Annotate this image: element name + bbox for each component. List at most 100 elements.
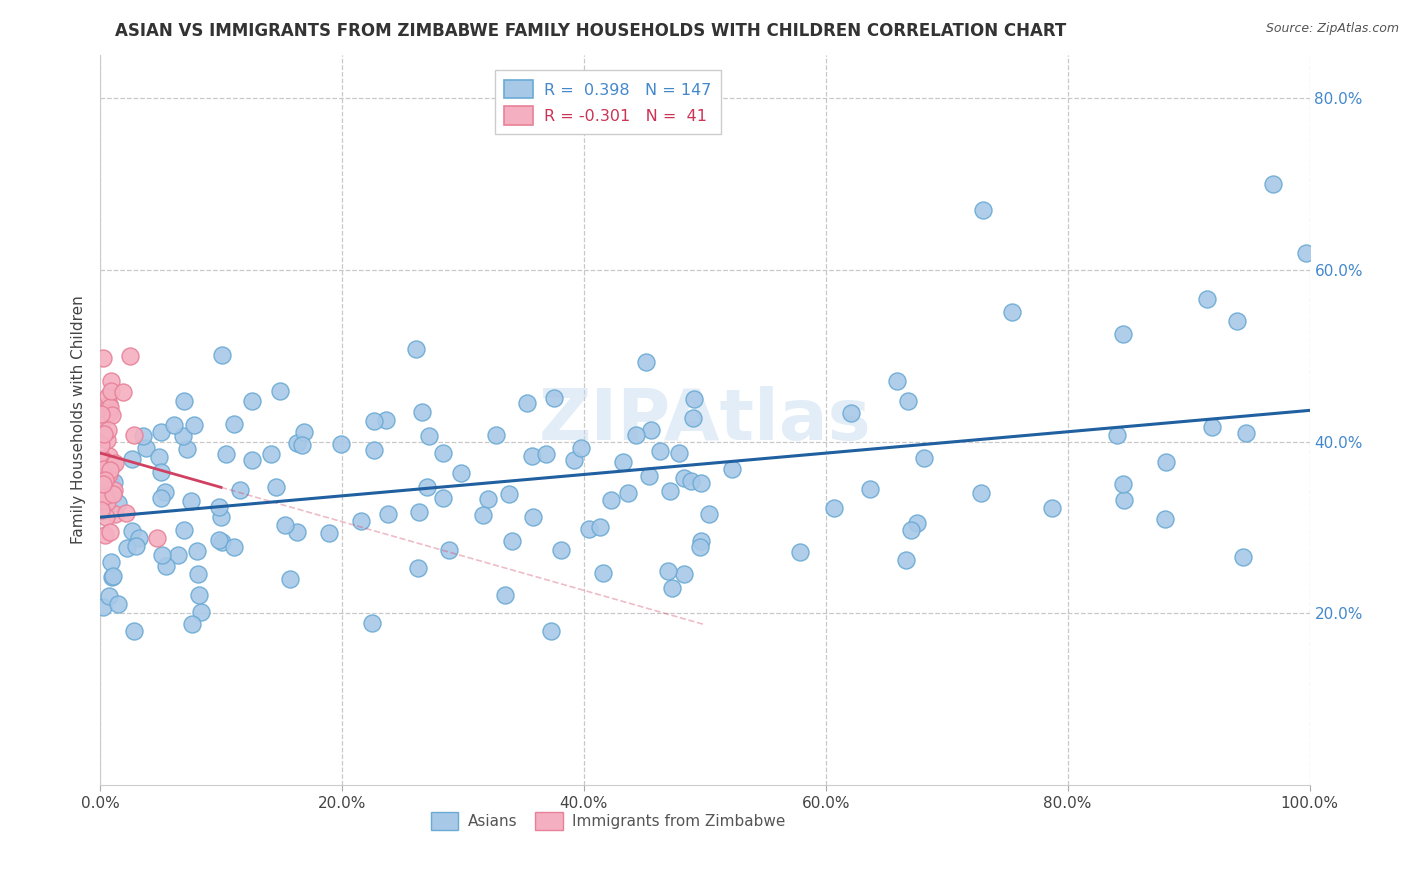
Point (91, 504, 114, 518)
Point (103, 457, 125, 471)
Point (416, 480, 439, 494)
Point (1201, 420, 1223, 434)
Point (363, 414, 385, 428)
Point (721, 462, 744, 476)
Point (125, 539, 148, 553)
Point (682, 392, 704, 407)
Point (153, 485, 176, 500)
Point (859, 482, 882, 496)
Point (661, 581, 683, 595)
Point (408, 561, 430, 575)
Point (93, 468, 115, 483)
Legend: Asians, Immigrants from Zimbabwe: Asians, Immigrants from Zimbabwe (425, 806, 792, 836)
Point (208, 533, 231, 547)
Point (186, 544, 208, 558)
Point (550, 542, 572, 557)
Point (101, 409, 124, 423)
Point (100, 374, 122, 388)
Point (363, 442, 385, 457)
Point (208, 500, 231, 515)
Point (103, 475, 125, 489)
Point (124, 624, 146, 638)
Point (176, 442, 198, 456)
Point (90, 418, 112, 433)
Point (240, 394, 263, 409)
Point (569, 441, 592, 455)
Point (97, 390, 120, 404)
Point (120, 349, 142, 363)
Point (291, 438, 314, 452)
Point (107, 496, 129, 510)
Point (121, 452, 143, 467)
Point (264, 480, 287, 494)
Point (149, 465, 172, 479)
Point (278, 572, 301, 586)
Point (91, 351, 114, 365)
Point (1112, 477, 1135, 491)
Point (679, 474, 702, 488)
Point (98, 589, 121, 603)
Point (668, 446, 690, 460)
Point (657, 564, 679, 578)
Point (418, 428, 440, 442)
Point (285, 436, 308, 450)
Point (450, 467, 472, 481)
Point (180, 617, 202, 632)
Point (1232, 550, 1254, 565)
Point (98, 404, 121, 418)
Point (215, 447, 238, 461)
Point (172, 429, 194, 443)
Point (823, 501, 845, 516)
Point (432, 446, 454, 460)
Point (135, 441, 157, 455)
Point (516, 395, 538, 409)
Point (1226, 314, 1249, 328)
Point (626, 427, 648, 442)
Point (377, 507, 399, 521)
Point (115, 541, 138, 555)
Point (697, 507, 720, 521)
Point (471, 508, 494, 523)
Point (93, 461, 115, 475)
Point (132, 429, 155, 443)
Point (173, 523, 195, 537)
Point (886, 374, 908, 388)
Point (93, 427, 115, 442)
Point (690, 475, 713, 490)
Point (180, 494, 202, 508)
Point (1154, 454, 1177, 468)
Point (894, 552, 917, 566)
Y-axis label: Family Households with Children: Family Households with Children (72, 296, 86, 544)
Point (374, 413, 396, 427)
Point (94, 474, 117, 488)
Point (90, 503, 112, 517)
Point (405, 342, 427, 356)
Point (285, 525, 308, 540)
Point (97, 397, 120, 411)
Point (638, 469, 661, 483)
Point (900, 523, 922, 537)
Point (162, 418, 184, 433)
Point (101, 570, 124, 584)
Point (209, 510, 232, 524)
Point (672, 567, 695, 582)
Point (100, 525, 122, 540)
Point (150, 491, 173, 506)
Point (104, 456, 127, 470)
Point (578, 522, 600, 536)
Point (97, 449, 120, 463)
Point (485, 428, 508, 442)
Point (274, 518, 297, 533)
Point (477, 492, 499, 507)
Point (103, 508, 125, 522)
Point (617, 486, 640, 500)
Point (122, 427, 145, 442)
Point (1234, 426, 1257, 441)
Point (612, 455, 634, 469)
Point (167, 548, 190, 562)
Point (589, 520, 612, 534)
Point (115, 506, 138, 520)
Point (100, 477, 122, 491)
Text: ASIAN VS IMMIGRANTS FROM ZIMBABWE FAMILY HOUSEHOLDS WITH CHILDREN CORRELATION CH: ASIAN VS IMMIGRANTS FROM ZIMBABWE FAMILY… (115, 22, 1066, 40)
Point (600, 493, 623, 508)
